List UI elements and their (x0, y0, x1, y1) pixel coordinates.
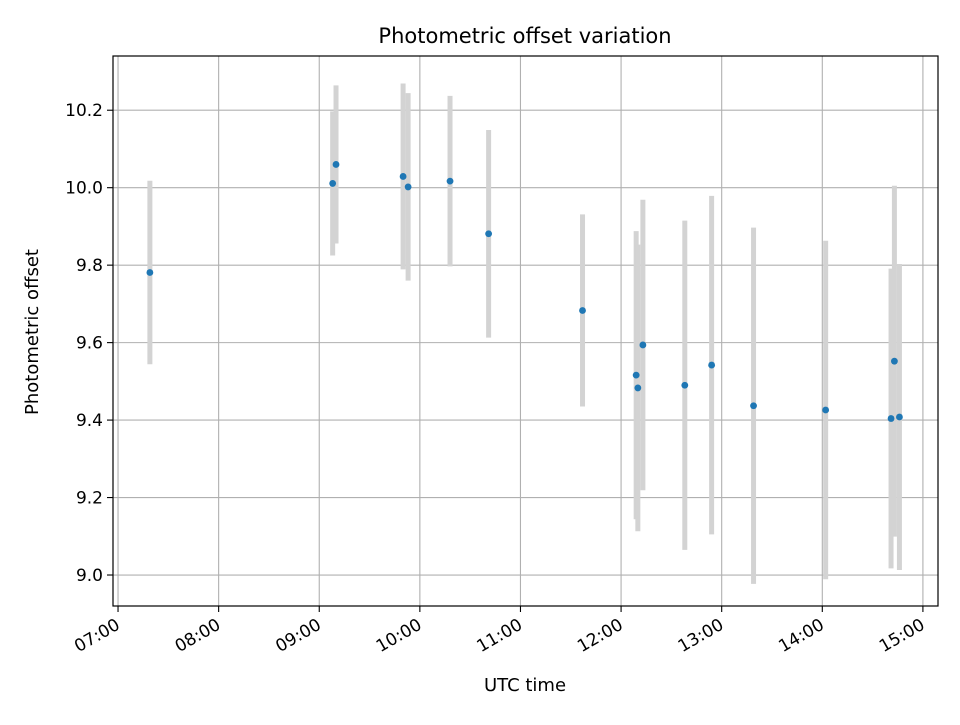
data-point (891, 357, 898, 365)
errorbar-layer (147, 83, 902, 584)
x-tick-label: 14:00 (775, 615, 827, 657)
data-point (822, 406, 830, 414)
y-tick-label: 9.6 (76, 334, 103, 354)
x-tick-label: 12:00 (574, 615, 626, 657)
data-point (329, 180, 337, 187)
y-tick-label: 9.0 (76, 566, 103, 586)
point-layer (146, 161, 903, 422)
data-point (887, 415, 895, 422)
y-tick-label: 10.0 (65, 179, 103, 199)
data-point (404, 183, 412, 191)
x-tick-label: 11:00 (474, 615, 526, 657)
data-point (639, 341, 647, 349)
y-tick-label: 9.4 (76, 411, 103, 431)
x-tick-label: 13:00 (675, 615, 727, 657)
data-point (399, 173, 407, 180)
data-point (750, 402, 757, 410)
x-axis-label: UTC time (484, 675, 566, 696)
data-point (634, 384, 642, 392)
y-axis-label: Photometric offset (22, 249, 43, 415)
x-tick-label: 09:00 (272, 615, 324, 657)
x-tick-label: 08:00 (172, 615, 224, 657)
data-point (485, 230, 493, 238)
x-tick-label: 10:00 (373, 615, 425, 657)
chart-title: Photometric offset variation (378, 24, 671, 48)
data-point (579, 307, 586, 314)
plot-frame (112, 55, 939, 607)
x-tick-label: 07:00 (71, 615, 123, 657)
data-point (681, 381, 689, 389)
grid-layer (113, 56, 938, 606)
x-tick-label: 15:00 (876, 615, 928, 657)
data-point (708, 361, 716, 369)
data-point (446, 177, 454, 185)
y-tick-label: 10.2 (65, 101, 103, 121)
data-point (146, 269, 154, 276)
y-tick-label: 9.2 (76, 489, 103, 509)
y-tick-label: 9.8 (76, 256, 103, 276)
data-point (632, 371, 640, 379)
tick-layer: 07:00 08:00 09:00 10:00 11:00 12:00 13:00 14:00… (65, 101, 928, 657)
data-point (896, 413, 903, 421)
data-point (332, 161, 340, 168)
